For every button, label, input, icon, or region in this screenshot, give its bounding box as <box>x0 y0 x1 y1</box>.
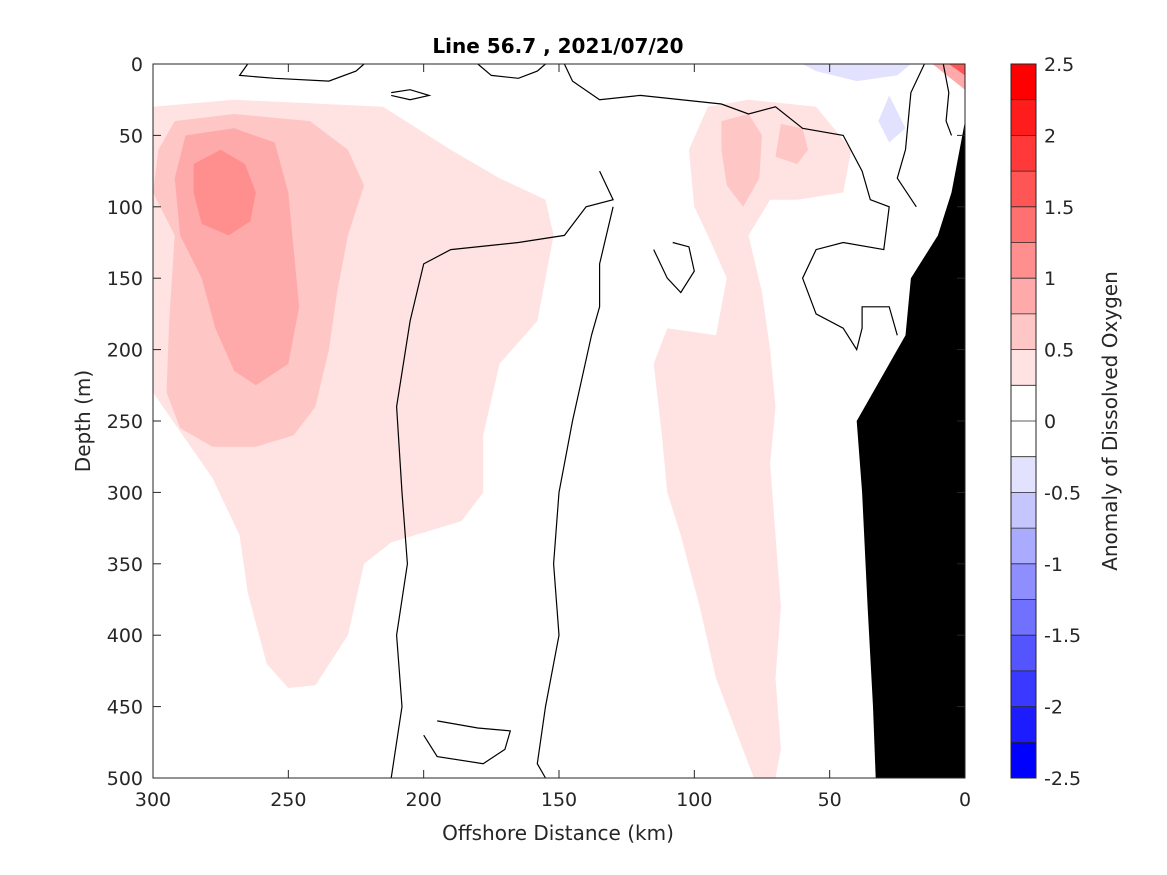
y-tick-label: 0 <box>131 54 143 76</box>
y-tick-label: 300 <box>107 482 143 504</box>
colorbar-tick-label: -0.5 <box>1044 482 1081 504</box>
zero-contour-loop-top-left <box>238 63 365 82</box>
colorbar-swatch <box>1011 599 1036 636</box>
y-tick-label: 50 <box>119 125 143 147</box>
y-tick-label: 400 <box>107 625 143 647</box>
colorbar-tick-label: 2.5 <box>1044 54 1074 76</box>
anomaly-regions <box>153 64 965 778</box>
colorbar-tick-label: 0.5 <box>1044 340 1074 362</box>
zero-contour-main <box>563 63 898 352</box>
colorbar-swatch <box>1011 135 1036 172</box>
colorbar-swatch <box>1011 706 1036 743</box>
zero-contour-coast <box>942 63 953 136</box>
colorbar-swatch <box>1011 64 1036 100</box>
y-tick-label: 150 <box>107 268 143 290</box>
colorbar-tick-label: -2.5 <box>1044 768 1081 790</box>
colorbar-swatch <box>1011 742 1036 779</box>
y-tick-label: 350 <box>107 554 143 576</box>
midshelf-ridge-anomaly <box>653 99 852 778</box>
colorbar-swatch <box>1011 278 1036 315</box>
x-tick-label: 150 <box>541 789 577 811</box>
colorbar-swatch <box>1011 385 1036 422</box>
zero-contour-nearshore <box>896 63 925 208</box>
zero-contour-loop-top-mid <box>477 63 546 79</box>
colorbar-tick-label: 0 <box>1044 411 1056 433</box>
colorbar-swatch <box>1011 421 1036 457</box>
zero-contours <box>238 63 953 779</box>
y-tick-label: 450 <box>107 697 143 719</box>
zero-contour-loop-bottom <box>423 720 512 765</box>
x-axis-label: Offshore Distance (km) <box>442 821 674 845</box>
midshelf-anomaly-core-left <box>721 114 762 207</box>
zero-contour-loop-small-top <box>391 89 432 101</box>
y-tick-label: 200 <box>107 340 143 362</box>
colorbar-swatch <box>1011 635 1036 672</box>
x-tick-label: 100 <box>676 789 712 811</box>
colorbar-swatch <box>1011 242 1036 279</box>
y-tick-label: 100 <box>107 197 143 219</box>
colorbar-frame <box>1010 63 1037 779</box>
colorbar-tick-label: -2 <box>1044 697 1063 719</box>
colorbar-tick-label: -1 <box>1044 554 1063 576</box>
colorbar: 2.5 2 1.5 1 0.5 0 -0.5 -1 -1.5 -2 -2.5 <box>1010 54 1081 790</box>
y-axis-ticks: 0 50 100 150 200 250 300 350 400 450 500 <box>107 54 965 790</box>
colorbar-swatch <box>1011 313 1036 350</box>
x-tick-label: 300 <box>135 789 171 811</box>
x-tick-label: 200 <box>406 789 442 811</box>
coastal-positive-anomaly <box>932 64 965 90</box>
colorbar-swatch <box>1011 99 1036 136</box>
colorbar-label: Anomaly of Dissolved Oxygen <box>1098 271 1122 571</box>
x-tick-label: 50 <box>818 789 842 811</box>
coastal-strong-positive-anomaly <box>948 64 965 76</box>
plot-area: 300 250 200 150 100 50 0 050100150200250300350… <box>107 54 971 811</box>
colorbar-swatch <box>1011 528 1036 565</box>
colorbar-swatch <box>1011 349 1036 386</box>
colorbar-tick-label: 1 <box>1044 268 1056 290</box>
x-axis-ticks: 300 250 200 150 100 50 0 <box>135 64 971 811</box>
y-tick-label: 250 <box>107 411 143 433</box>
offshore-anomaly-core-3 <box>193 149 256 236</box>
colorbar-swatch <box>1011 456 1036 493</box>
seafloor <box>856 121 965 779</box>
colorbar-swatch <box>1011 492 1036 529</box>
colorbar-tick-label: 2 <box>1044 125 1056 147</box>
x-tick-label: 250 <box>270 789 306 811</box>
colorbar-swatch <box>1011 206 1036 243</box>
colorbar-tick-label: -1.5 <box>1044 625 1081 647</box>
y-axis-label: Depth (m) <box>71 370 95 472</box>
colorbar-tick-label: 1.5 <box>1044 197 1074 219</box>
colorbar-swatch <box>1011 563 1036 600</box>
zero-contour-inshore-channel <box>536 206 614 779</box>
midshelf-anomaly-core-right <box>775 124 808 164</box>
y-tick-label: 500 <box>107 768 143 790</box>
zero-contour-offshore-channel <box>390 170 614 779</box>
nearshore-negative-anomaly-drop <box>878 95 906 143</box>
colorbar-swatch <box>1011 670 1036 707</box>
bathymetry-mask <box>856 121 965 779</box>
colorbar-swatch <box>1011 171 1036 208</box>
chart-title: Line 56.7 , 2021/07/20 <box>432 34 683 58</box>
zero-contour-loop-island <box>653 241 695 294</box>
x-tick-label: 0 <box>959 789 971 811</box>
